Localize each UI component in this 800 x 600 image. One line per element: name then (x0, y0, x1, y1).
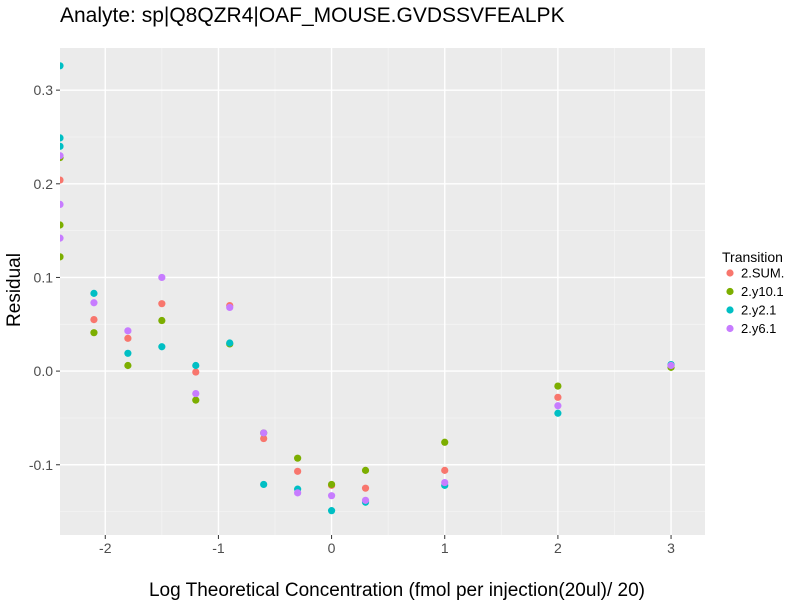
x-tick-label: -2 (99, 540, 112, 556)
major-gridlines (60, 48, 705, 535)
data-point (554, 409, 562, 417)
legend-label: 2.SUM. (741, 266, 784, 281)
data-point (60, 142, 64, 150)
data-point (60, 176, 64, 184)
data-point (60, 221, 64, 229)
data-point (60, 234, 64, 242)
data-point (554, 402, 562, 410)
data-point (90, 299, 98, 307)
data-point (441, 466, 449, 474)
y-tick-label: 0.2 (34, 176, 54, 192)
data-point (158, 316, 166, 325)
y-tick-label: 0.1 (34, 269, 54, 285)
y-tick-label: 0.0 (34, 363, 54, 379)
legend: Transition 2.SUM. 2.y10.1 2.y2.1 2.y6.1 (722, 249, 784, 336)
data-point (327, 492, 336, 500)
data-point (60, 253, 64, 261)
x-tick-label: 0 (328, 540, 336, 556)
x-axis-ticks: -2 -1 0 1 2 3 (99, 535, 675, 556)
data-point (667, 361, 675, 370)
data-point (361, 496, 370, 504)
data-point (158, 300, 166, 308)
data-point (60, 134, 64, 142)
data-point (361, 466, 370, 474)
legend-key (726, 324, 734, 333)
y-tick-label: 0.3 (34, 82, 54, 98)
data-point (294, 489, 302, 497)
data-point (294, 467, 302, 475)
data-point (554, 393, 562, 401)
data-point (226, 339, 234, 347)
data-point (60, 152, 64, 160)
data-point (441, 478, 449, 487)
legend-title: Transition (722, 249, 783, 265)
data-point (327, 480, 336, 489)
data-point (441, 438, 449, 446)
x-tick-label: -1 (212, 540, 225, 556)
legend-key (726, 269, 734, 277)
data-point (60, 62, 64, 70)
data-point (192, 361, 200, 370)
data-point (192, 389, 200, 398)
data-point (158, 343, 166, 351)
data-point (124, 334, 132, 342)
data-point (192, 368, 200, 376)
minor-gridlines (60, 48, 705, 535)
data-point (260, 480, 268, 489)
y-axis-title: Residual (4, 253, 25, 327)
x-tick-label: 2 (554, 540, 562, 556)
data-point (124, 327, 132, 335)
data-point (158, 273, 166, 282)
data-point (124, 361, 132, 370)
plot-panel (60, 48, 705, 535)
data-point (90, 315, 98, 324)
data-point (124, 349, 132, 357)
y-tick-label: -0.1 (29, 457, 53, 473)
data-point (260, 429, 268, 437)
data-point (554, 382, 562, 390)
data-point (260, 434, 268, 443)
data-point (192, 396, 200, 404)
data-points (60, 62, 675, 515)
y-axis-ticks: -0.1 0.0 0.1 0.2 0.3 (29, 82, 60, 473)
legend-label: 2.y2.1 (741, 303, 776, 318)
data-point (90, 289, 98, 297)
data-point (60, 200, 64, 209)
legend-key (726, 287, 734, 296)
legend-key (726, 306, 734, 314)
data-point (361, 484, 370, 492)
chart-title: Analyte: sp|Q8QZR4|OAF_MOUSE.GVDSSVFEALP… (60, 4, 565, 27)
x-tick-label: 1 (441, 540, 449, 556)
x-axis-title: Log Theoretical Concentration (fmol per … (149, 580, 645, 600)
data-point (294, 454, 302, 462)
legend-label: 2.y10.1 (741, 284, 784, 299)
data-point (90, 329, 98, 337)
data-point (226, 303, 234, 312)
data-point (327, 507, 336, 515)
x-tick-label: 3 (667, 540, 675, 556)
legend-label: 2.y6.1 (741, 321, 776, 336)
